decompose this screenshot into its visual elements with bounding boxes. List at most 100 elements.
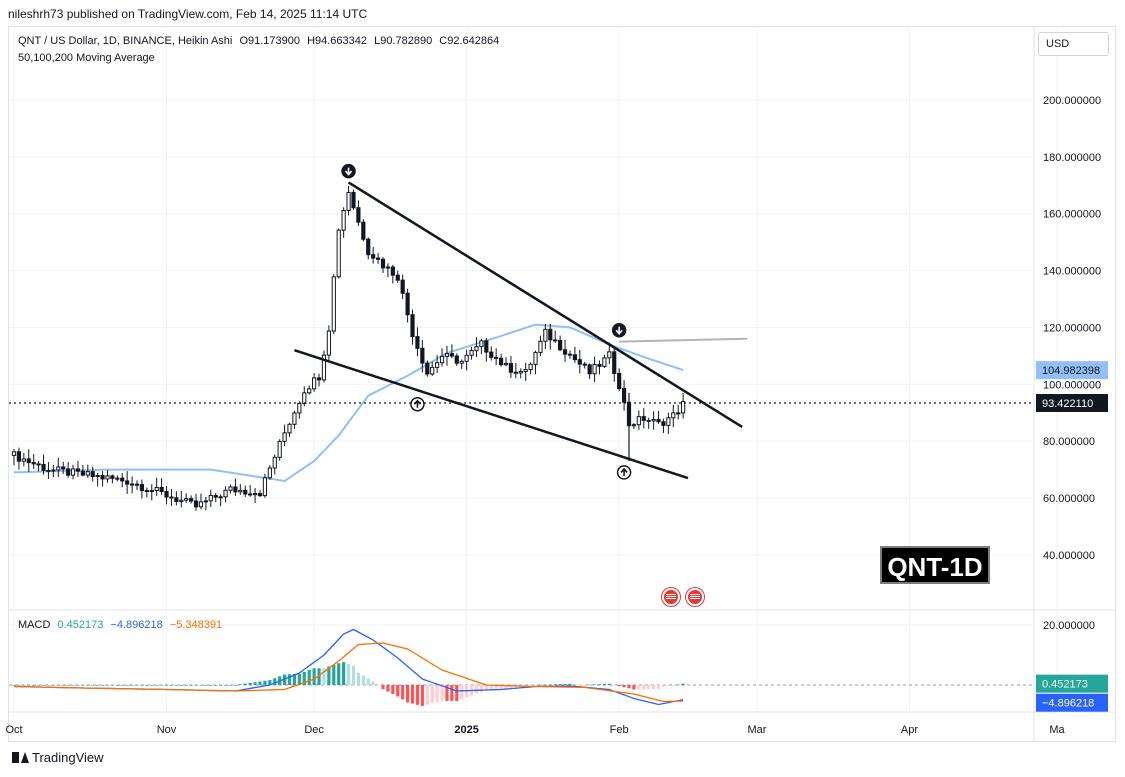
candle [508, 356, 514, 378]
candle [636, 410, 641, 430]
macd-histogram-bar [455, 685, 459, 701]
macd-histogram-bar [652, 685, 656, 690]
candle [208, 489, 213, 507]
macd-histogram-bar [529, 685, 533, 686]
candle [469, 346, 474, 360]
macd-histogram-bar [533, 685, 538, 686]
macd-legend: MACD 0.452173 −4.896218 −5.348391 [18, 619, 226, 631]
macd-histogram-bar [268, 680, 272, 685]
candle [656, 411, 661, 424]
macd-histogram-bar [51, 685, 55, 686]
candle [11, 448, 17, 466]
candle [90, 466, 95, 482]
macd-histogram-bar [509, 685, 513, 688]
candle [312, 373, 317, 392]
candle [366, 237, 371, 260]
candle [267, 465, 272, 480]
macd-histogram-bar [573, 684, 577, 685]
ma-legend: 50,100,200 Moving Average [18, 52, 155, 64]
y-tick-label: 140.000000 [1043, 266, 1101, 278]
candle [297, 401, 302, 419]
symbol-legend: QNT / US Dollar, 1D, BINANCE, Heikin Ash… [18, 35, 503, 47]
currency-selector[interactable]: USD [1038, 32, 1109, 56]
macd-histogram-bar [627, 685, 631, 689]
macd-histogram-bar [558, 684, 562, 685]
macd-histogram-bar [164, 685, 169, 686]
macd-histogram-bar [346, 664, 351, 685]
macd-histogram-bar [81, 685, 85, 686]
svg-text:104.982398: 104.982398 [1042, 365, 1100, 377]
arrow-down-icon [611, 323, 627, 338]
macd-histogram-bar [440, 685, 444, 701]
us-flag-event-icon[interactable] [686, 588, 704, 606]
candle [110, 474, 115, 484]
candle [16, 447, 22, 470]
candle [553, 330, 558, 343]
candle [631, 423, 637, 429]
us-flag-event-icon[interactable] [662, 588, 680, 606]
candle [85, 464, 90, 478]
low-value: L90.782890 [374, 35, 433, 47]
candle [70, 464, 76, 480]
macd-histogram-bar [17, 685, 21, 686]
macd-histogram-bar [401, 685, 405, 700]
candle [115, 475, 120, 482]
y-tick-label: 200.000000 [1043, 95, 1101, 107]
macd-histogram-bar [56, 685, 60, 686]
last-price-label: 93.422110 [1036, 394, 1108, 413]
candle [203, 497, 208, 511]
candle [577, 349, 582, 374]
candle [292, 410, 297, 429]
candle [31, 454, 36, 470]
macd-histogram-bar [228, 685, 233, 686]
trendline-resistance [619, 337, 748, 343]
candle [582, 361, 587, 369]
candle [523, 362, 528, 381]
macd-histogram-bar [317, 668, 321, 685]
candle [617, 368, 622, 392]
brand-name: TradingView [32, 750, 104, 765]
candle [105, 470, 110, 483]
candle [316, 373, 322, 387]
macd-signal-value: −4.896218 [110, 619, 163, 631]
candle [36, 460, 41, 472]
macd-histogram-bar [504, 685, 508, 689]
macd-histogram-bar [499, 685, 503, 690]
trendline-upper [347, 181, 743, 429]
macd-histogram-bar [61, 685, 65, 686]
candle [198, 493, 204, 510]
close-value: C92.642864 [439, 35, 500, 47]
candle [592, 356, 597, 383]
candle [479, 338, 484, 355]
candle [459, 359, 464, 369]
macd-histogram-bar [415, 685, 420, 705]
macd-histogram-bar [66, 685, 70, 686]
candle [435, 355, 440, 373]
candle [671, 404, 676, 428]
macd-histogram-bar [588, 684, 592, 686]
macd-histogram-bar [612, 684, 616, 686]
macd-histogram-bar [130, 685, 134, 686]
x-tick-label: Dec [304, 724, 324, 736]
candle [572, 346, 577, 363]
candle [252, 488, 258, 504]
moving-average-line [13, 323, 684, 483]
tradingview-brand[interactable]: TradingView [12, 750, 104, 765]
candle [189, 495, 194, 504]
candle [223, 486, 228, 503]
macd-histogram-bar [450, 685, 454, 701]
macd-histogram-bar [656, 685, 661, 690]
candle [134, 480, 140, 490]
candle [287, 422, 292, 438]
macd-histogram-bar [356, 672, 360, 685]
candle [218, 494, 223, 507]
candle [395, 270, 400, 283]
macd-histogram-bar [430, 685, 434, 704]
candle [213, 492, 218, 503]
macd-histogram-bar [110, 685, 114, 686]
macd-histogram-bar [46, 685, 51, 686]
candle [341, 207, 346, 238]
candle [405, 288, 410, 323]
candle [548, 323, 553, 350]
